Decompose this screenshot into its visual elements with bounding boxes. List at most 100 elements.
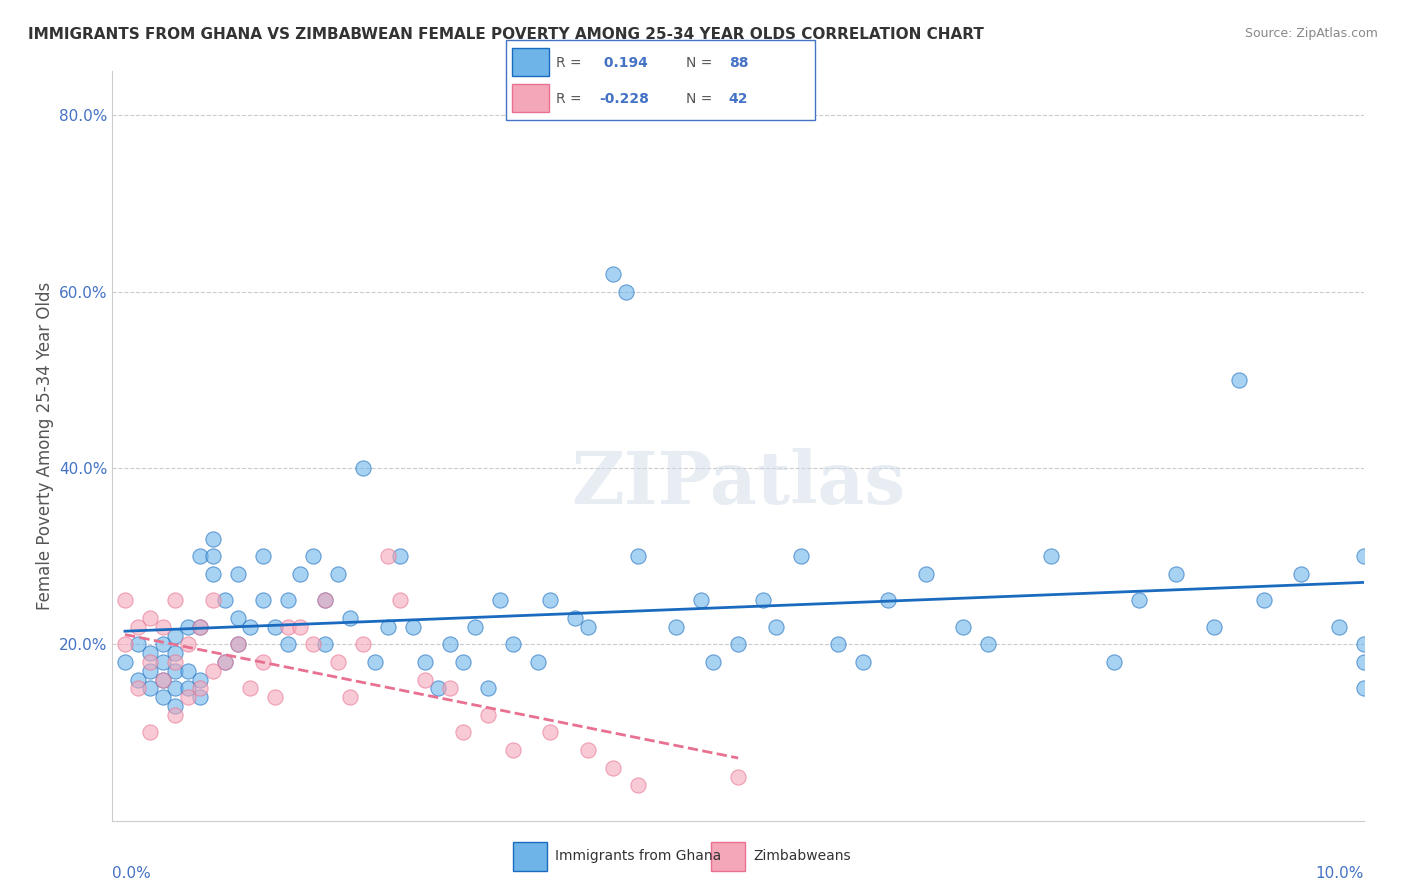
Zimbabweans	[502, 743, 524, 757]
Immigrants from Ghana	[352, 461, 374, 475]
Zimbabweans	[139, 725, 162, 739]
Text: N =: N =	[686, 55, 716, 70]
Zimbabweans	[339, 690, 361, 705]
Immigrants from Ghana	[188, 549, 211, 564]
Zimbabweans	[314, 593, 336, 607]
Immigrants from Ghana	[790, 549, 813, 564]
Immigrants from Ghana	[201, 532, 224, 546]
Bar	[513, 842, 547, 871]
Immigrants from Ghana	[201, 549, 224, 564]
Zimbabweans	[277, 620, 299, 634]
Zimbabweans	[264, 690, 287, 705]
Immigrants from Ghana	[176, 620, 198, 634]
Immigrants from Ghana	[477, 681, 499, 696]
Zimbabweans	[114, 637, 136, 651]
Immigrants from Ghana	[163, 681, 186, 696]
Immigrants from Ghana	[727, 637, 749, 651]
Immigrants from Ghana	[614, 285, 637, 299]
Immigrants from Ghana	[314, 593, 336, 607]
Immigrants from Ghana	[1202, 620, 1225, 634]
Zimbabweans	[451, 725, 474, 739]
Zimbabweans	[163, 593, 186, 607]
Zimbabweans	[152, 620, 174, 634]
Immigrants from Ghana	[139, 646, 162, 660]
Immigrants from Ghana	[702, 655, 724, 669]
Immigrants from Ghana	[1253, 593, 1275, 607]
Immigrants from Ghana	[977, 637, 1000, 651]
Immigrants from Ghana	[163, 646, 186, 660]
Zimbabweans	[477, 707, 499, 722]
Immigrants from Ghana	[752, 593, 775, 607]
Text: R =: R =	[555, 55, 586, 70]
Immigrants from Ghana	[1327, 620, 1350, 634]
Immigrants from Ghana	[1039, 549, 1063, 564]
Immigrants from Ghana	[915, 566, 938, 581]
Zimbabweans	[290, 620, 312, 634]
Immigrants from Ghana	[664, 620, 686, 634]
Bar	[512, 48, 550, 77]
Immigrants from Ghana	[602, 267, 624, 281]
Immigrants from Ghana	[540, 593, 562, 607]
Zimbabweans	[602, 761, 624, 775]
Immigrants from Ghana	[139, 664, 162, 678]
Immigrants from Ghana	[564, 611, 586, 625]
Zimbabweans	[127, 620, 149, 634]
Zimbabweans	[152, 673, 174, 687]
Zimbabweans	[252, 655, 274, 669]
Immigrants from Ghana	[152, 690, 174, 705]
Y-axis label: Female Poverty Among 25-34 Year Olds: Female Poverty Among 25-34 Year Olds	[35, 282, 53, 610]
Immigrants from Ghana	[301, 549, 323, 564]
Immigrants from Ghana	[1353, 637, 1375, 651]
Immigrants from Ghana	[952, 620, 974, 634]
Bar	[711, 842, 745, 871]
Immigrants from Ghana	[314, 637, 336, 651]
Immigrants from Ghana	[489, 593, 512, 607]
Zimbabweans	[163, 707, 186, 722]
Zimbabweans	[139, 611, 162, 625]
Immigrants from Ghana	[290, 566, 312, 581]
Zimbabweans	[239, 681, 262, 696]
Text: 88: 88	[728, 55, 748, 70]
Immigrants from Ghana	[576, 620, 599, 634]
Immigrants from Ghana	[364, 655, 387, 669]
Zimbabweans	[352, 637, 374, 651]
Immigrants from Ghana	[152, 637, 174, 651]
Zimbabweans	[326, 655, 349, 669]
Zimbabweans	[201, 664, 224, 678]
Immigrants from Ghana	[152, 655, 174, 669]
Immigrants from Ghana	[277, 593, 299, 607]
Immigrants from Ghana	[827, 637, 849, 651]
Immigrants from Ghana	[188, 620, 211, 634]
Zimbabweans	[176, 637, 198, 651]
Immigrants from Ghana	[765, 620, 787, 634]
Immigrants from Ghana	[1227, 373, 1250, 387]
Text: ZIPatlas: ZIPatlas	[571, 448, 905, 519]
Immigrants from Ghana	[163, 699, 186, 714]
Zimbabweans	[627, 778, 650, 792]
Immigrants from Ghana	[176, 664, 198, 678]
Zimbabweans	[226, 637, 249, 651]
Immigrants from Ghana	[277, 637, 299, 651]
Immigrants from Ghana	[464, 620, 486, 634]
Zimbabweans	[139, 655, 162, 669]
Zimbabweans	[301, 637, 323, 651]
Immigrants from Ghana	[439, 637, 461, 651]
Immigrants from Ghana	[114, 655, 136, 669]
Immigrants from Ghana	[377, 620, 399, 634]
Immigrants from Ghana	[252, 549, 274, 564]
Zimbabweans	[389, 593, 412, 607]
Text: Zimbabweans: Zimbabweans	[754, 849, 851, 863]
Immigrants from Ghana	[415, 655, 437, 669]
Immigrants from Ghana	[1353, 681, 1375, 696]
Immigrants from Ghana	[527, 655, 550, 669]
Zimbabweans	[540, 725, 562, 739]
Zimbabweans	[114, 593, 136, 607]
Immigrants from Ghana	[188, 673, 211, 687]
Immigrants from Ghana	[127, 637, 149, 651]
Immigrants from Ghana	[214, 655, 236, 669]
Immigrants from Ghana	[152, 673, 174, 687]
Zimbabweans	[127, 681, 149, 696]
Immigrants from Ghana	[627, 549, 650, 564]
Immigrants from Ghana	[1291, 566, 1313, 581]
Immigrants from Ghana	[226, 611, 249, 625]
